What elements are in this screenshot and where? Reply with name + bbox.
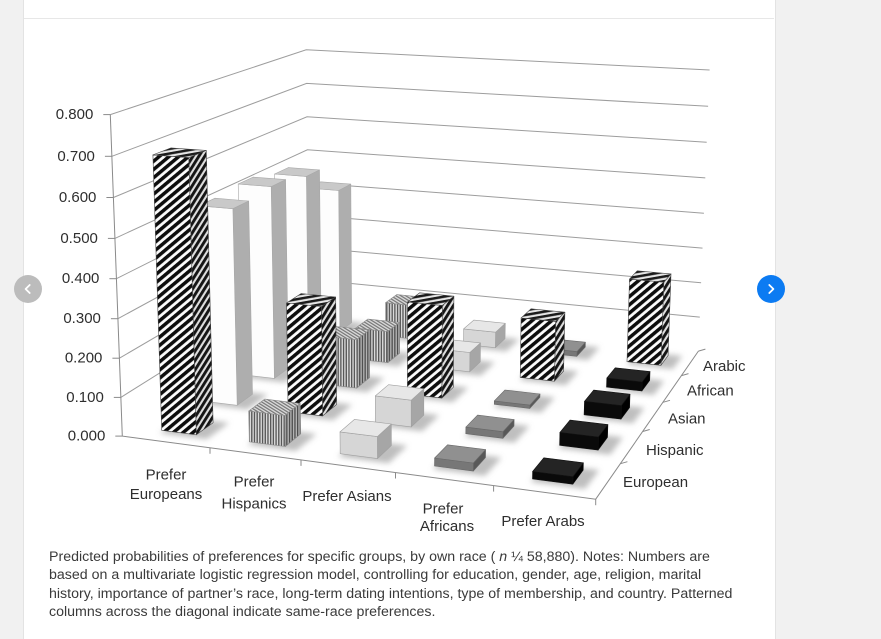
svg-text:Prefer: Prefer [234,474,275,491]
svg-text:Prefer: Prefer [423,501,464,518]
svg-text:European: European [623,474,688,491]
svg-text:0.300: 0.300 [63,310,101,327]
svg-text:Prefer Arabs: Prefer Arabs [501,513,584,530]
svg-text:Prefer: Prefer [146,467,187,484]
svg-text:0.700: 0.700 [57,148,95,165]
svg-text:0.400: 0.400 [62,270,100,287]
svg-text:Europeans: Europeans [130,486,203,503]
svg-text:0.000: 0.000 [68,428,106,445]
svg-text:Arabic: Arabic [703,358,746,375]
svg-text:Africans: Africans [420,518,474,535]
svg-text:0.800: 0.800 [56,106,94,123]
svg-text:0.100: 0.100 [66,389,104,406]
svg-text:African: African [687,383,734,400]
svg-text:Prefer Asians: Prefer Asians [302,488,391,505]
svg-text:0.500: 0.500 [60,230,98,247]
svg-text:Hispanic: Hispanic [646,442,704,459]
svg-text:0.200: 0.200 [65,350,103,367]
svg-text:Hispanics: Hispanics [221,496,286,513]
svg-text:0.600: 0.600 [59,189,97,206]
svg-text:Asian: Asian [668,411,706,428]
